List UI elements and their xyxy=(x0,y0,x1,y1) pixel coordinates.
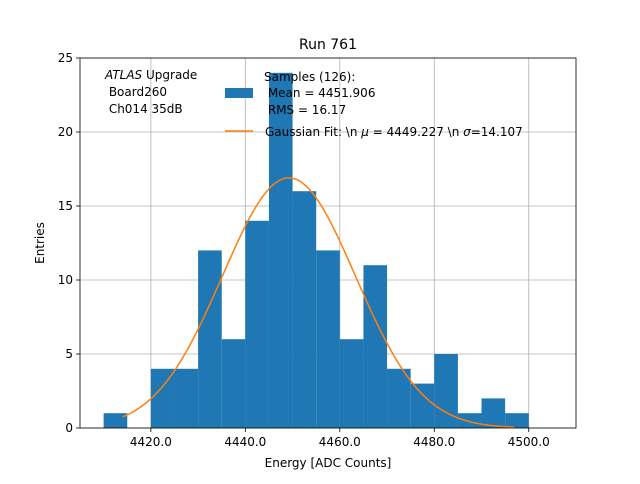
histogram-bars xyxy=(103,72,529,429)
legend-fit-middle: = 4449.227 \n xyxy=(369,125,463,139)
histogram-bar-3 xyxy=(174,368,199,428)
y-tick-label-2: 10 xyxy=(58,273,73,287)
y-tick-label-1: 5 xyxy=(65,347,73,361)
y-axis-ticks: 0 5 10 15 20 25 xyxy=(58,51,80,435)
histogram-bar-10 xyxy=(339,339,364,428)
legend-fit-label: Gaussian Fit: \n μ = 4449.227 \n σ=14.10… xyxy=(265,125,523,139)
histogram-bar-12 xyxy=(387,368,411,428)
legend-hist-line-2: Mean = 4451.906 xyxy=(264,86,375,100)
histogram-bar-8 xyxy=(292,191,317,428)
legend: Samples (126): Mean = 4451.906 RMS = 16.… xyxy=(225,70,523,139)
legend-fit-sigma: σ xyxy=(463,125,471,139)
x-tick-label-4: 4500.0 xyxy=(508,435,550,449)
x-tick-label-3: 4480.0 xyxy=(413,435,455,449)
histogram-bar-0 xyxy=(103,413,128,428)
annotation-line-3: Ch014 35dB xyxy=(105,102,183,116)
x-axis-label: Energy [ADC Counts] xyxy=(265,456,392,470)
histogram-bar-6 xyxy=(245,220,269,428)
x-tick-label-0: 4420.0 xyxy=(130,435,172,449)
histogram-bar-11 xyxy=(363,265,388,428)
legend-fit-suffix: =14.107 xyxy=(471,125,523,139)
x-tick-label-1: 4440.0 xyxy=(224,435,266,449)
atlas-italic: ATLAS xyxy=(104,68,143,82)
x-axis-ticks: 4420.0 4440.0 4460.0 4480.0 4500.0 xyxy=(130,428,550,449)
legend-hist-line-1: Samples (126): xyxy=(264,70,355,84)
y-axis-label: Entries xyxy=(33,222,47,264)
histogram-bar-17 xyxy=(505,413,529,428)
annotation-upgrade: Upgrade xyxy=(142,68,197,82)
legend-fit-prefix: Gaussian Fit: \n xyxy=(265,125,361,139)
histogram-bar-7 xyxy=(268,72,293,429)
histogram-bar-15 xyxy=(457,413,482,428)
histogram-bar-5 xyxy=(221,339,246,428)
atlas-annotation: ATLAS Upgrade Board260 Ch014 35dB xyxy=(104,68,197,116)
gaussian-fit-curve xyxy=(122,177,515,428)
histogram-bar-9 xyxy=(316,250,340,428)
annotation-line-2: Board260 xyxy=(105,85,167,99)
histogram-bar-13 xyxy=(410,383,435,428)
chart-title: Run 761 xyxy=(299,37,357,53)
x-tick-label-2: 4460.0 xyxy=(319,435,361,449)
legend-fit-mu: μ xyxy=(360,125,369,139)
annotation-line-1: ATLAS Upgrade xyxy=(104,68,197,82)
plot-frame xyxy=(79,57,577,429)
y-tick-label-3: 15 xyxy=(58,199,73,213)
histogram-bar-4 xyxy=(198,250,222,428)
y-tick-label-5: 25 xyxy=(58,51,73,65)
y-tick-label-0: 0 xyxy=(65,421,73,435)
legend-hist-line-3: RMS = 16.17 xyxy=(264,103,346,117)
y-tick-label-4: 20 xyxy=(58,125,73,139)
histogram-bar-2 xyxy=(150,368,175,428)
legend-histogram-swatch xyxy=(225,88,253,98)
histogram-bar-16 xyxy=(481,398,506,428)
